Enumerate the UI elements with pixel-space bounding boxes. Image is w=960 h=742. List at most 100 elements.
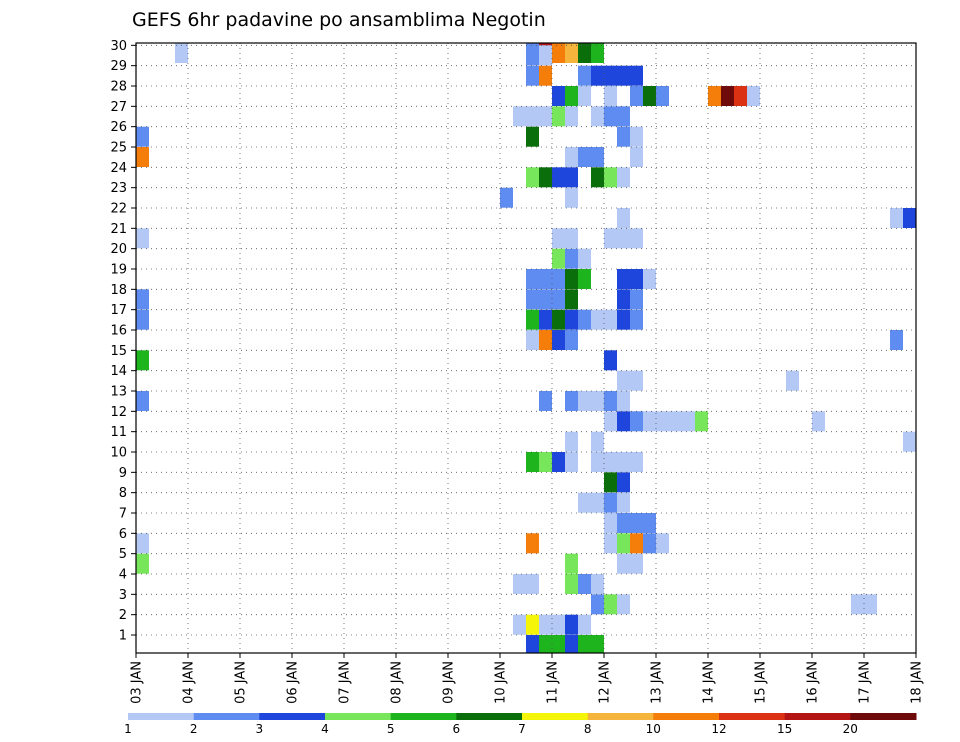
- heatmap-cell: [539, 330, 552, 350]
- heatmap-cell: [578, 65, 591, 86]
- heatmap-cell: [526, 45, 539, 66]
- heatmap-cell: [513, 106, 526, 127]
- heatmap-cell: [565, 147, 578, 167]
- heatmap-cell: [552, 635, 565, 653]
- heatmap-cell: [630, 553, 643, 574]
- heatmap-cell: [500, 187, 513, 208]
- colorbar-label: 5: [387, 722, 395, 736]
- heatmap-cell: [604, 533, 617, 554]
- heatmap-cell: [630, 65, 643, 86]
- y-tick-label: 10: [110, 446, 127, 461]
- heatmap-cell: [721, 86, 734, 106]
- y-tick-label: 24: [110, 161, 127, 176]
- y-tick-label: 6: [119, 527, 127, 542]
- heatmap-cell: [630, 269, 643, 289]
- y-tick-label: 30: [110, 39, 127, 54]
- y-tick-label: 27: [110, 100, 127, 115]
- heatmap-cell: [552, 452, 565, 472]
- heatmap-cell: [786, 370, 799, 391]
- colorbar-swatch: [325, 713, 392, 720]
- heatmap-cell: [617, 208, 630, 228]
- heatmap-cell: [565, 391, 578, 411]
- heatmap-cell: [526, 289, 539, 310]
- heatmap-cell: [604, 594, 617, 615]
- colorbar-label: 15: [777, 722, 792, 736]
- x-tick-label: 05 JAN: [234, 661, 249, 704]
- heatmap-cell: [630, 452, 643, 472]
- x-tick-label: 07 JAN: [338, 661, 353, 704]
- heatmap-cell: [578, 269, 591, 289]
- heatmap-cell: [565, 43, 578, 63]
- heatmap-cell: [136, 553, 149, 574]
- colorbar-swatch: [850, 713, 917, 720]
- colorbar-label: 20: [843, 722, 858, 736]
- heatmap-cell: [617, 289, 630, 310]
- heatmap-cell: [565, 553, 578, 574]
- heatmap-cell: [656, 411, 669, 432]
- x-tick-label: 10 JAN: [494, 661, 509, 704]
- heatmap-cell: [617, 472, 630, 493]
- heatmap-cell: [552, 309, 565, 330]
- heatmap-cell: [617, 391, 630, 411]
- heatmap-cell: [539, 65, 552, 86]
- x-tick-label: 17 JAN: [858, 661, 873, 704]
- heatmap-cell: [526, 269, 539, 289]
- grid-lines: [136, 43, 916, 653]
- heatmap-cell: [591, 391, 604, 411]
- heatmap-cell: [565, 106, 578, 127]
- heatmap-cell: [656, 86, 669, 106]
- heatmap-cell: [643, 86, 656, 106]
- colorbar-label: 7: [518, 722, 526, 736]
- heatmap-cell: [175, 43, 188, 63]
- heatmap-cell: [526, 167, 539, 188]
- colorbar-label: 4: [321, 722, 329, 736]
- heatmap-cell: [617, 106, 630, 127]
- y-tick-label: 22: [110, 202, 127, 217]
- colorbar: 1 2 3 4 5 6 7 8 10 12 15 20: [124, 713, 917, 736]
- y-tick-label: 28: [110, 80, 127, 95]
- y-tick-label: 1: [119, 629, 127, 644]
- heatmap-cell: [552, 614, 565, 635]
- heatmap-cell: [578, 147, 591, 167]
- heatmap-cell: [812, 411, 825, 432]
- heatmap-cell: [526, 533, 539, 554]
- heatmap-cell: [617, 533, 630, 554]
- y-tick-label: 5: [119, 547, 127, 562]
- heatmap-cell: [591, 309, 604, 330]
- heatmap-cell: [565, 248, 578, 269]
- heatmap-cell: [565, 187, 578, 208]
- x-tick-label: 15 JAN: [754, 661, 769, 704]
- heatmap-cell: [630, 147, 643, 167]
- y-tick-label: 15: [110, 344, 127, 359]
- heatmap-cell: [604, 65, 617, 86]
- heatmap-cell: [617, 370, 630, 391]
- x-tick-label: 03 JAN: [130, 661, 145, 704]
- heatmap-cell: [578, 492, 591, 513]
- heatmap-cell: [617, 269, 630, 289]
- heatmap-cell: [565, 269, 578, 289]
- y-tick-label: 7: [119, 507, 127, 522]
- heatmap-cell: [136, 147, 149, 167]
- y-tick-label: 16: [110, 324, 127, 339]
- heatmap-cell: [513, 614, 526, 635]
- heatmap-cell: [630, 411, 643, 432]
- heatmap-cell: [552, 86, 565, 106]
- heatmap-cell: [617, 594, 630, 615]
- heatmap-cell: [591, 43, 604, 63]
- colorbar-swatch: [390, 713, 457, 720]
- heatmap-cell: [682, 411, 695, 432]
- heatmap-cell: [526, 309, 539, 330]
- y-tick-label: 25: [110, 141, 127, 156]
- x-tick-label: 13 JAN: [650, 661, 665, 704]
- heatmap-cell: [578, 614, 591, 635]
- heatmap-cell: [630, 533, 643, 554]
- heatmap-cell: [630, 309, 643, 330]
- colorbar-swatch: [456, 713, 523, 720]
- x-tick-label: 08 JAN: [390, 661, 405, 704]
- y-tick-label: 13: [110, 385, 127, 400]
- heatmap-cell: [630, 289, 643, 310]
- heatmap-cell: [734, 86, 747, 106]
- y-tick-label: 9: [119, 466, 127, 481]
- x-tick-label: 16 JAN: [806, 661, 821, 704]
